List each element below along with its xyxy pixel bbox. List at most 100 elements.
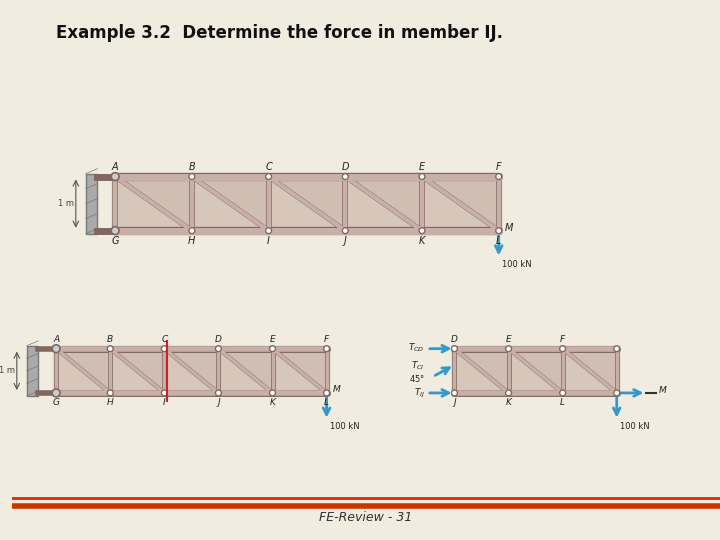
Polygon shape: [56, 349, 110, 393]
Circle shape: [269, 346, 276, 352]
Circle shape: [107, 346, 113, 352]
Text: L: L: [560, 398, 565, 407]
Bar: [86, 174, 97, 234]
Text: 100 kN: 100 kN: [502, 260, 531, 269]
Polygon shape: [218, 349, 272, 393]
Text: E: E: [505, 335, 511, 344]
Circle shape: [189, 228, 195, 234]
Polygon shape: [346, 177, 422, 231]
Circle shape: [505, 346, 511, 352]
Circle shape: [161, 346, 167, 352]
Bar: [451, 345, 621, 397]
Circle shape: [505, 390, 511, 396]
Text: J: J: [217, 398, 220, 407]
Circle shape: [496, 174, 502, 179]
Circle shape: [53, 345, 60, 353]
Bar: [53, 345, 330, 397]
Circle shape: [559, 390, 566, 396]
Text: 100 kN: 100 kN: [620, 422, 649, 431]
Circle shape: [111, 173, 119, 180]
Polygon shape: [272, 349, 327, 393]
Circle shape: [215, 390, 221, 396]
Circle shape: [112, 228, 118, 234]
Text: 100 kN: 100 kN: [330, 422, 359, 431]
Circle shape: [559, 346, 566, 352]
Text: C: C: [265, 161, 272, 172]
Polygon shape: [115, 177, 192, 231]
Text: E: E: [269, 335, 275, 344]
Bar: [27, 346, 38, 396]
Text: B: B: [189, 161, 195, 172]
Polygon shape: [272, 349, 327, 393]
Text: G: G: [53, 398, 60, 407]
Text: Example 3.2  Determine the force in member IJ.: Example 3.2 Determine the force in membe…: [56, 24, 503, 42]
Text: D: D: [215, 335, 222, 344]
Circle shape: [53, 389, 60, 397]
Polygon shape: [269, 177, 346, 231]
Text: J: J: [453, 398, 456, 407]
Circle shape: [269, 390, 276, 396]
Circle shape: [419, 174, 425, 179]
Polygon shape: [192, 177, 269, 231]
Circle shape: [215, 346, 221, 352]
Polygon shape: [164, 349, 218, 393]
Text: D: D: [341, 161, 349, 172]
Text: A: A: [112, 161, 119, 172]
Text: K: K: [269, 398, 276, 407]
Circle shape: [613, 390, 620, 396]
Text: $T_{IJ}$: $T_{IJ}$: [414, 387, 425, 401]
Text: $45°$: $45°$: [409, 373, 425, 384]
Circle shape: [53, 390, 59, 396]
Polygon shape: [110, 349, 164, 393]
Circle shape: [451, 346, 457, 352]
Circle shape: [112, 174, 118, 179]
Circle shape: [53, 346, 59, 352]
Text: F: F: [560, 335, 565, 344]
Text: C: C: [161, 335, 168, 344]
Text: H: H: [188, 235, 196, 246]
Bar: [111, 173, 503, 234]
Polygon shape: [454, 349, 508, 393]
Polygon shape: [56, 349, 110, 393]
Text: M: M: [505, 222, 513, 233]
Circle shape: [496, 228, 502, 234]
Text: E: E: [419, 161, 425, 172]
Polygon shape: [218, 349, 272, 393]
Text: $T_{CI}$: $T_{CI}$: [411, 360, 425, 372]
Text: G: G: [112, 235, 119, 246]
Text: I: I: [267, 235, 270, 246]
Text: M: M: [333, 386, 341, 395]
Text: $T_{CD}$: $T_{CD}$: [408, 341, 425, 354]
Polygon shape: [454, 349, 508, 393]
Text: L: L: [324, 398, 329, 407]
Circle shape: [451, 390, 457, 396]
Text: FE-Review - 31: FE-Review - 31: [319, 511, 413, 524]
Circle shape: [107, 390, 113, 396]
Circle shape: [613, 346, 620, 352]
Text: A: A: [53, 335, 59, 344]
Text: H: H: [107, 398, 114, 407]
Polygon shape: [115, 177, 192, 231]
Polygon shape: [508, 349, 562, 393]
Circle shape: [266, 228, 271, 234]
Polygon shape: [562, 349, 617, 393]
Text: 1 m: 1 m: [58, 199, 74, 208]
Text: K: K: [419, 235, 426, 246]
Text: D: D: [451, 335, 458, 344]
Circle shape: [324, 390, 330, 396]
Text: I: I: [163, 398, 166, 407]
Polygon shape: [192, 177, 269, 231]
Polygon shape: [164, 349, 218, 393]
Polygon shape: [269, 177, 346, 231]
Text: K: K: [505, 398, 511, 407]
Circle shape: [161, 390, 167, 396]
Text: 1 m: 1 m: [0, 366, 15, 375]
Text: F: F: [496, 161, 502, 172]
Circle shape: [342, 174, 348, 179]
Circle shape: [111, 227, 119, 234]
Circle shape: [324, 346, 330, 352]
Text: L: L: [496, 235, 501, 246]
Polygon shape: [508, 349, 562, 393]
Polygon shape: [422, 177, 499, 231]
Circle shape: [419, 228, 425, 234]
